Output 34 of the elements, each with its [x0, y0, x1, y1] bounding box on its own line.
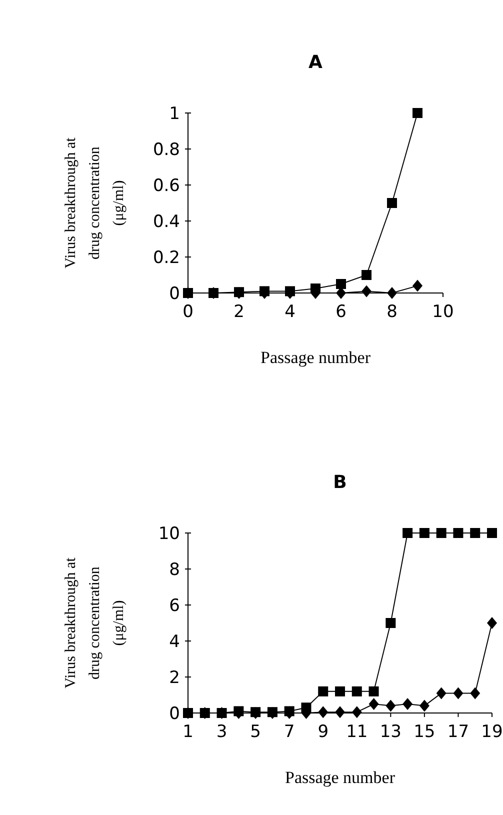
x-tick-label: 10: [432, 302, 454, 322]
y-tick-label: 1: [169, 104, 180, 124]
y-tick-label: 2: [169, 668, 180, 688]
y-tick-label: 6: [169, 596, 180, 616]
y-axis-title: Virus breakthrough at drug concentration (μg/ml): [63, 556, 127, 688]
y-tick-label: 0: [169, 704, 180, 724]
x-tick-label: 19: [481, 722, 503, 742]
x-axis-title: Passage number: [284, 768, 396, 787]
x-tick-label: 5: [250, 722, 261, 742]
y-axis-title: Virus breakthrough at drug concentration (μg/ml): [63, 136, 127, 268]
x-tick-label: 0: [182, 302, 194, 322]
x-tick-label: 15: [414, 722, 436, 742]
y-tick-label: 0.2: [152, 248, 180, 268]
chart-title: A: [308, 52, 323, 73]
x-tick-label: 11: [346, 722, 368, 742]
x-axis-title: Passage number: [260, 348, 371, 367]
x-tick-label: 17: [447, 722, 470, 742]
x-tick-label: 8: [386, 302, 398, 322]
x-tick-label: 13: [380, 722, 402, 742]
y-tick-label: 8: [169, 560, 180, 580]
chart-title: B: [333, 472, 347, 493]
y-tick-label: 10: [158, 524, 180, 544]
y-tick-label: 0.8: [152, 140, 180, 160]
x-tick-label: 3: [216, 722, 228, 742]
y-tick-label: 4: [169, 632, 180, 652]
x-tick-label: 2: [234, 302, 244, 322]
x-tick-label: 6: [336, 302, 346, 322]
x-tick-label: 7: [284, 722, 295, 742]
y-tick-label: 0.4: [152, 212, 180, 232]
y-tick-label: 0.6: [152, 176, 180, 196]
y-tick-label: 0: [169, 284, 180, 304]
x-tick-label: 4: [284, 302, 296, 322]
x-tick-label: 9: [318, 722, 329, 742]
x-tick-label: 1: [182, 722, 194, 742]
